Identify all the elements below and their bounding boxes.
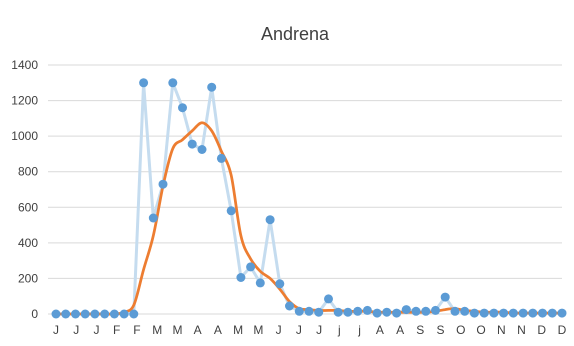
data-point	[187, 139, 197, 149]
data-point	[411, 306, 421, 316]
data-point	[324, 294, 333, 304]
data-point	[382, 307, 392, 317]
x-tick-label: j	[337, 323, 341, 337]
series-raw	[56, 81, 562, 316]
data-point	[460, 306, 470, 316]
x-tick-label: S	[416, 323, 424, 337]
data-point	[547, 308, 557, 318]
y-tick-label: 0	[31, 307, 38, 321]
data-point	[508, 308, 518, 318]
x-tick-label: J	[53, 323, 59, 337]
data-point	[119, 309, 129, 319]
data-point	[226, 206, 236, 216]
data-point	[148, 213, 158, 223]
x-tick-label: O	[476, 323, 485, 337]
data-point	[216, 153, 226, 163]
y-tick-label: 600	[18, 200, 38, 214]
y-tick-label: 200	[18, 271, 38, 285]
data-point	[158, 179, 168, 189]
y-tick-label: 1000	[11, 129, 38, 143]
data-point	[294, 306, 304, 316]
x-tick-label: A	[214, 323, 222, 337]
data-point	[139, 78, 149, 88]
data-point	[80, 309, 90, 319]
data-point	[275, 279, 285, 289]
x-tick-label: M	[152, 323, 162, 337]
x-tick-label: O	[456, 323, 465, 337]
data-point	[285, 301, 294, 311]
trend-series-line	[54, 121, 564, 316]
x-tick-label: A	[376, 323, 384, 337]
x-tick-label: J	[73, 323, 79, 337]
series-markers	[51, 78, 567, 319]
raw-series-line	[56, 81, 562, 316]
data-point	[469, 308, 479, 318]
data-point	[129, 309, 139, 319]
gridlines	[48, 64, 562, 315]
data-point	[304, 306, 314, 316]
data-point	[518, 308, 528, 318]
data-point	[489, 308, 499, 318]
data-point	[372, 308, 382, 318]
data-point	[499, 308, 509, 318]
x-tick-label: N	[517, 323, 526, 337]
x-tick-label: M	[253, 323, 263, 337]
data-point	[362, 305, 372, 315]
data-point	[109, 309, 119, 319]
x-tick-label: S	[437, 323, 445, 337]
x-tick-label: D	[537, 323, 546, 337]
data-point	[343, 307, 353, 317]
data-point	[51, 309, 61, 319]
x-tick-label: J	[316, 323, 322, 337]
x-tick-label: N	[497, 323, 506, 337]
data-point	[314, 307, 324, 317]
x-tick-label: A	[194, 323, 202, 337]
data-point	[168, 78, 178, 88]
data-point	[538, 308, 547, 318]
data-point	[246, 262, 256, 272]
x-tick-label: M	[172, 323, 182, 337]
data-point	[265, 215, 275, 225]
x-tick-label: D	[558, 323, 567, 337]
y-tick-label: 1400	[11, 58, 38, 72]
x-tick-label: F	[133, 323, 140, 337]
x-tick-label: A	[396, 323, 404, 337]
x-tick-label: F	[113, 323, 120, 337]
data-point	[178, 103, 187, 113]
data-point	[392, 308, 402, 318]
y-axis-ticks: 0 200 400 600 800 1000 1200 1400	[11, 58, 38, 321]
x-tick-label: M	[233, 323, 243, 337]
x-tick-label: J	[296, 323, 302, 337]
y-tick-label: 1200	[11, 94, 38, 108]
data-point	[421, 306, 431, 316]
data-point	[255, 278, 265, 288]
data-point	[479, 308, 489, 318]
data-point	[90, 309, 100, 319]
series-trend	[54, 121, 564, 316]
x-tick-label: j	[357, 323, 361, 337]
data-point	[197, 145, 207, 154]
data-point	[401, 305, 411, 315]
data-point	[450, 306, 460, 316]
data-point	[431, 305, 440, 315]
data-point	[236, 273, 246, 282]
data-point	[207, 82, 217, 92]
data-point	[61, 309, 71, 319]
y-tick-label: 800	[18, 165, 38, 179]
data-point	[557, 308, 567, 318]
data-point	[333, 307, 343, 317]
y-tick-label: 400	[18, 236, 38, 250]
data-point	[100, 309, 110, 319]
x-tick-label: J	[93, 323, 99, 337]
data-point	[440, 292, 450, 302]
data-point	[528, 308, 538, 318]
chart-title: Andrena	[261, 24, 330, 44]
data-point	[71, 309, 80, 319]
data-point	[353, 306, 363, 316]
x-tick-label: J	[276, 323, 282, 337]
